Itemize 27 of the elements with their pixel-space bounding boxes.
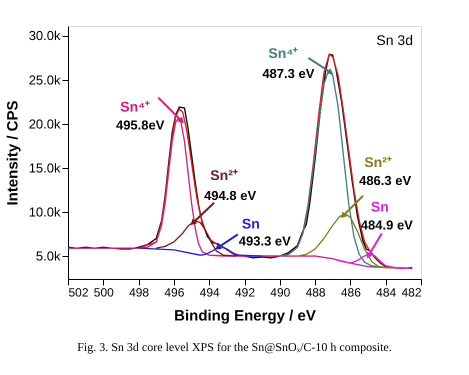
caption: Fig. 3. Sn 3d core level XPS for the Sn@SnOₓ/C-10 h composite.	[77, 340, 392, 354]
x-tick-label: 496	[164, 286, 185, 300]
x-tick-label: 482	[401, 286, 422, 300]
x-tick-label: 494	[200, 286, 220, 300]
annotation: Sn 3d	[376, 32, 413, 48]
x-tick-label: 498	[129, 286, 150, 300]
annotation: Sn²⁺ 494.8 eV	[204, 166, 256, 203]
x-tick-label: 502	[68, 286, 89, 300]
y-tick-label: 20.0k	[28, 116, 61, 132]
y-axis-title: Intensity / CPS	[4, 100, 22, 206]
y-tick-label: 30.0k	[28, 28, 61, 44]
x-tick-label: 486	[340, 286, 362, 300]
annotation: Sn²⁺ 486.3 eV	[359, 154, 412, 188]
annotation: Sn 493.3 eV	[238, 215, 292, 248]
annotation: Sn⁴⁺ 487.3 eV	[262, 44, 315, 81]
x-tick-label: 490	[270, 286, 291, 300]
y-tick-label: 15.0k	[28, 160, 61, 176]
y-tick-label: 25.0k	[28, 72, 61, 88]
x-tick-label: 492	[234, 286, 256, 300]
annotation: Sn⁴⁺ 495.8eV	[116, 98, 165, 133]
x-tick-label: 500	[94, 286, 114, 300]
annotation: Sn 484.9 eV	[360, 198, 414, 232]
x-tick-label: 484	[376, 286, 397, 300]
y-tick-label: 10.0k	[28, 204, 61, 220]
y-tick-label: 5.0k	[36, 248, 61, 264]
x-axis-title: Binding Energy / eV	[174, 308, 316, 324]
x-tick-label: 488	[306, 286, 326, 300]
